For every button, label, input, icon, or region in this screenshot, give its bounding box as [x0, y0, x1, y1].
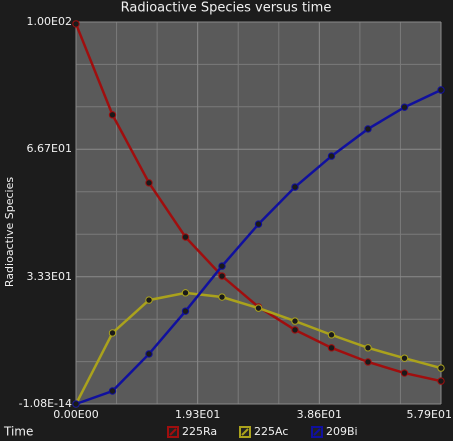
data-point — [108, 111, 117, 119]
x-tick-label: 3.86E01 — [297, 408, 342, 421]
legend-swatch-mark — [169, 428, 177, 436]
y-tick-label: 3.33E01 — [27, 270, 72, 283]
data-point — [254, 220, 263, 228]
legend-label: 225Ra — [182, 425, 217, 438]
data-point — [400, 354, 409, 362]
x-tick-label: 0.00E00 — [53, 408, 98, 421]
data-point — [437, 364, 445, 372]
data-point — [254, 304, 263, 312]
data-point — [437, 377, 445, 385]
data-point — [145, 296, 153, 304]
data-point — [218, 262, 226, 270]
data-point — [145, 350, 153, 358]
data-point — [291, 183, 299, 191]
data-point — [364, 125, 372, 133]
chart-title: Radioactive Species versus time — [121, 1, 332, 16]
data-point — [327, 344, 336, 352]
plot-area — [76, 22, 441, 404]
data-point — [181, 307, 190, 315]
data-point — [327, 331, 336, 339]
data-point — [72, 400, 80, 408]
data-point — [400, 369, 409, 377]
legend-swatch-mark — [313, 428, 321, 436]
data-point — [181, 289, 190, 297]
y-tick-label: 1.00E02 — [27, 15, 72, 28]
data-point — [218, 293, 226, 301]
x-tick-label: 5.79E01 — [407, 408, 452, 421]
data-point — [218, 272, 226, 280]
y-tick-label: 6.67E01 — [27, 142, 72, 155]
data-point — [145, 179, 153, 187]
data-point — [72, 20, 80, 28]
x-tick-label: 1.93E01 — [175, 408, 220, 421]
x-axis-label: Time — [3, 425, 33, 439]
legend-label: 225Ac — [254, 425, 288, 438]
data-point — [181, 233, 190, 241]
data-point — [364, 358, 372, 366]
legend-swatch-mark — [241, 428, 249, 436]
data-point — [364, 344, 372, 352]
data-point — [327, 152, 336, 160]
data-point — [400, 103, 409, 111]
y-tick-label: -1.08E-14 — [19, 397, 72, 410]
data-point — [437, 86, 445, 94]
data-point — [291, 317, 299, 325]
y-axis-label: Radioactive Species — [3, 177, 16, 287]
data-point — [291, 326, 299, 334]
data-point — [108, 329, 117, 337]
data-point — [108, 387, 117, 395]
legend-label: 209Bi — [326, 425, 358, 438]
